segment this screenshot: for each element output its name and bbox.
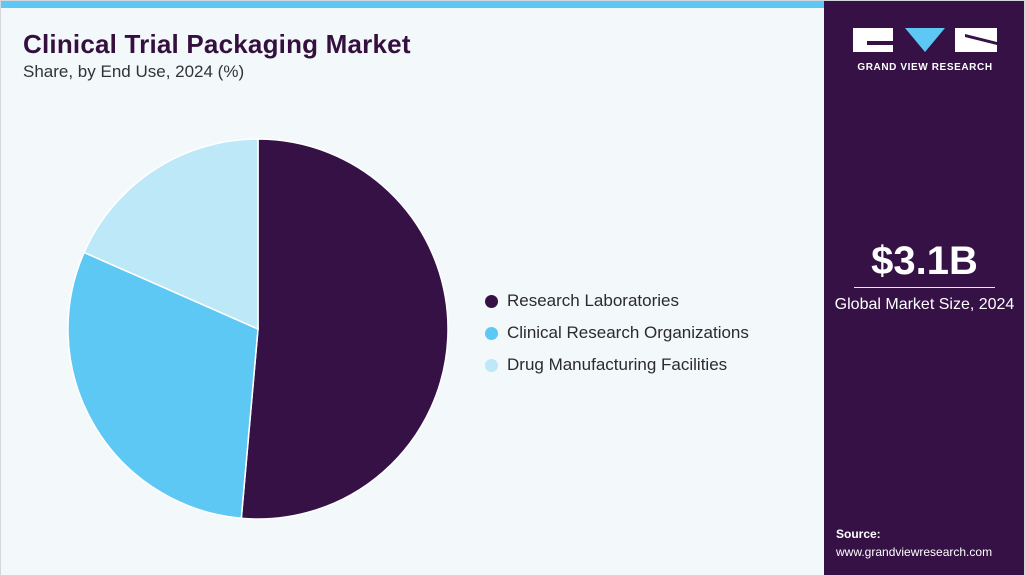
market-size-value: $3.1B: [871, 239, 978, 283]
brand-name: GRAND VIEW RESEARCH: [857, 62, 993, 73]
pie-slice-research-laboratories: [240, 138, 449, 520]
pie-slice-clinical-research-organizations: [67, 251, 259, 520]
brand-logo: GRAND VIEW RESEARCH: [853, 28, 997, 73]
kpi-divider: [854, 287, 995, 288]
legend-label: Clinical Research Organizations: [507, 323, 749, 342]
chart-legend: Research Laboratories Clinical Research O…: [485, 285, 749, 381]
legend-swatch: [485, 294, 498, 308]
source-link[interactable]: www.grandviewresearch.com: [836, 545, 993, 559]
accent-bar: [1, 1, 824, 8]
market-size-label: Global Market Size, 2024: [834, 296, 1015, 313]
gvr-logo-icon: [853, 28, 997, 52]
pie-chart: [67, 138, 449, 520]
legend-item: Drug Manufacturing Facilities: [485, 349, 749, 381]
legend-item: Research Laboratories: [485, 285, 749, 317]
chart-title: Clinical Trial Packaging Market: [23, 29, 411, 59]
legend-swatch: [485, 358, 498, 372]
legend-label: Drug Manufacturing Facilities: [507, 355, 728, 374]
pie-slice-drug-manufacturing-facilities: [83, 138, 259, 331]
source-label: Source:: [836, 527, 881, 541]
legend-swatch: [485, 326, 498, 340]
legend-label: Research Laboratories: [507, 291, 679, 310]
sidebar: GRAND VIEW RESEARCH $3.1B Global Market …: [824, 1, 1024, 575]
legend-item: Clinical Research Organizations: [485, 317, 749, 349]
chart-subtitle: Share, by End Use, 2024 (%): [23, 62, 245, 81]
